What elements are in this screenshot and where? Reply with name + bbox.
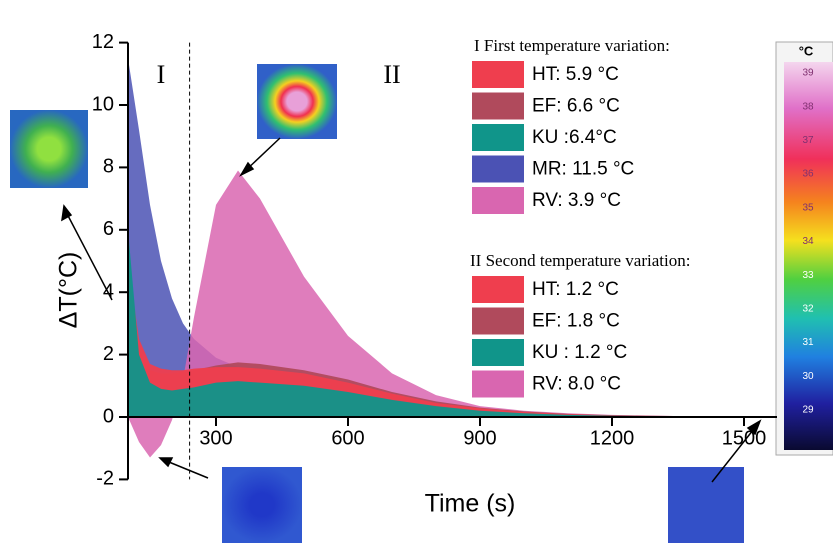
legend-swatch bbox=[472, 307, 524, 335]
x-tick-label: 1500 bbox=[722, 427, 767, 449]
y-tick-label: -2 bbox=[96, 468, 114, 490]
area-ht bbox=[128, 261, 777, 417]
colorbar-label: 31 bbox=[802, 337, 814, 348]
y-tick-label: 4 bbox=[103, 280, 114, 302]
legend-label: EF: 6.6 °C bbox=[532, 96, 620, 117]
phase-label: I bbox=[157, 60, 166, 89]
colorbar-label: 33 bbox=[802, 270, 814, 281]
colorbar-label: 38 bbox=[802, 101, 814, 112]
colorbar bbox=[784, 62, 833, 450]
area-ku bbox=[128, 229, 777, 417]
y-tick-label: 2 bbox=[103, 343, 114, 365]
legend-title: I First temperature variation: bbox=[474, 36, 670, 55]
phase-label: II bbox=[383, 60, 400, 89]
legend-label: KU :6.4°C bbox=[532, 127, 617, 148]
legend-label: KU : 1.2 °C bbox=[532, 342, 627, 363]
y-tick-label: 0 bbox=[103, 405, 114, 427]
legend-label: RV: 8.0 °C bbox=[532, 374, 621, 395]
colorbar-label: 32 bbox=[802, 304, 814, 315]
colorbar-label: 37 bbox=[802, 135, 814, 146]
legend-swatch bbox=[472, 187, 524, 214]
thermal-image bbox=[668, 467, 744, 543]
colorbar-label: 35 bbox=[802, 202, 814, 213]
y-tick-label: 8 bbox=[103, 156, 114, 178]
legend-swatch bbox=[472, 339, 524, 366]
legend-swatch bbox=[472, 124, 524, 151]
colorbar-label: 29 bbox=[802, 405, 814, 416]
x-tick-label: 300 bbox=[199, 427, 232, 449]
colorbar-label: 36 bbox=[802, 169, 814, 180]
y-axis-label: ΔT(°C) bbox=[55, 252, 83, 329]
legend-title: II Second temperature variation: bbox=[470, 251, 690, 270]
legend-swatch bbox=[472, 276, 524, 303]
legend-swatch bbox=[472, 61, 524, 88]
y-tick-label: 10 bbox=[92, 93, 114, 115]
colorbar-unit: °C bbox=[799, 43, 814, 58]
thermal-image bbox=[257, 64, 337, 139]
legend-swatch bbox=[472, 370, 524, 398]
legend-swatch bbox=[472, 155, 524, 183]
y-tick-label: 12 bbox=[92, 31, 114, 53]
thermal-image bbox=[222, 467, 302, 543]
colorbar-label: 39 bbox=[802, 68, 814, 79]
x-tick-label: 1200 bbox=[590, 427, 635, 449]
thermal-image bbox=[10, 110, 88, 188]
plot-areas bbox=[128, 58, 777, 458]
x-tick-label: 900 bbox=[463, 427, 496, 449]
colorbar-label: 34 bbox=[802, 236, 814, 247]
x-tick-label: 600 bbox=[331, 427, 364, 449]
legend-swatch bbox=[472, 92, 524, 120]
legend-label: MR: 11.5 °C bbox=[532, 159, 634, 180]
arrows bbox=[61, 137, 762, 483]
legend-label: HT: 1.2 °C bbox=[532, 279, 619, 300]
colorbar-label: 30 bbox=[802, 371, 814, 382]
legend-label: RV: 3.9 °C bbox=[532, 190, 621, 211]
legend-label: EF: 1.8 °C bbox=[532, 311, 620, 332]
x-axis-label: Time (s) bbox=[425, 490, 516, 518]
y-tick-label: 6 bbox=[103, 218, 114, 240]
colorbar-labels: 39 38 37 36 35 34 33 32 31 30 29 bbox=[802, 68, 814, 416]
legend-label: HT: 5.9 °C bbox=[532, 64, 619, 85]
